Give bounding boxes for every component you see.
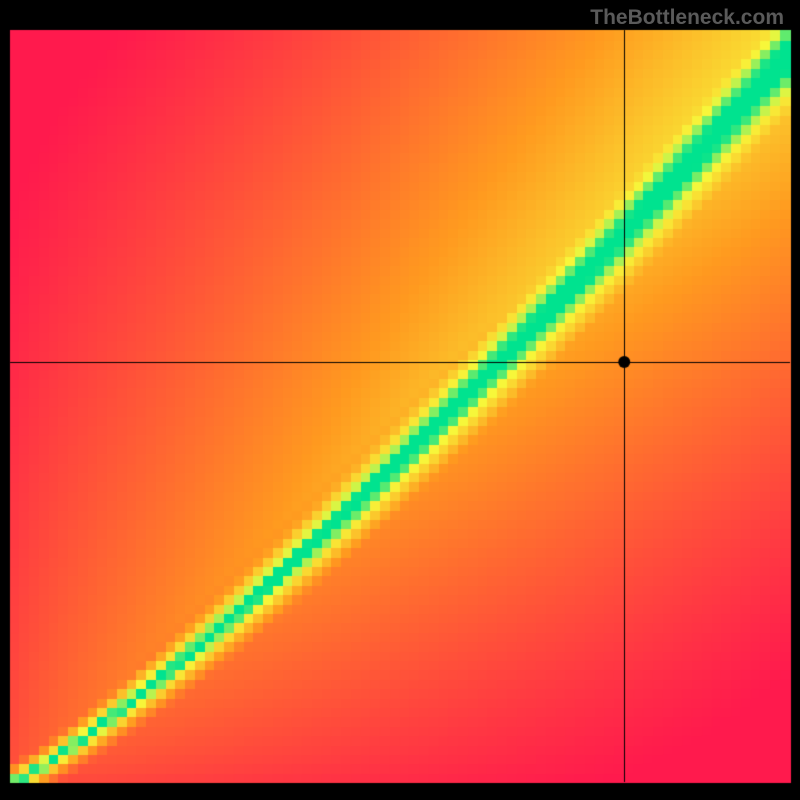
watermark-text: TheBottleneck.com: [590, 6, 784, 30]
crosshair-overlay[interactable]: [0, 0, 800, 800]
chart-container: TheBottleneck.com: [0, 0, 800, 800]
